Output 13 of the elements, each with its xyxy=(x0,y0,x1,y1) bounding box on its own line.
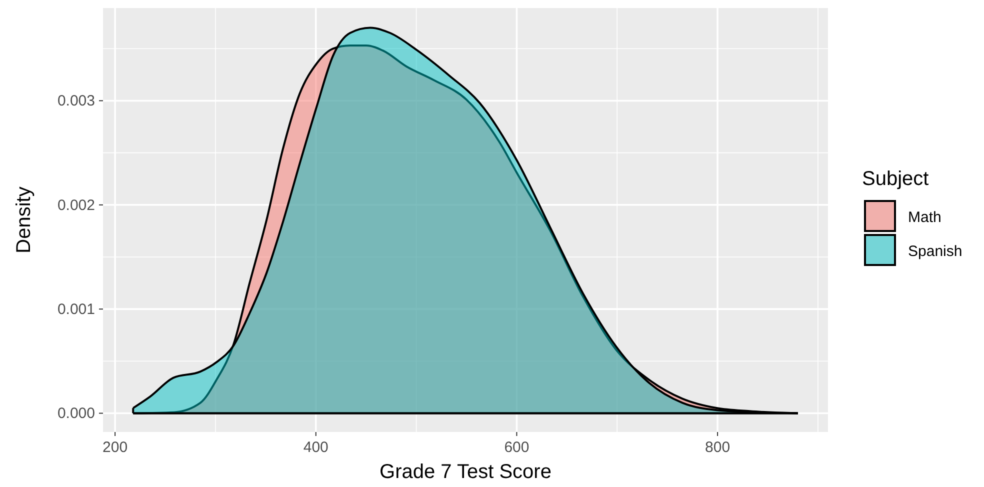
x-tick-label: 800 xyxy=(705,439,730,456)
legend-title: Subject xyxy=(862,168,930,190)
y-tick-label: 0.001 xyxy=(57,301,95,318)
legend-label: Spanish xyxy=(908,243,962,260)
x-tick-label: 600 xyxy=(504,439,530,456)
y-tick-label: 0.000 xyxy=(57,405,95,422)
legend-label: Math xyxy=(908,209,942,226)
y-axis-title: Density xyxy=(13,186,35,254)
x-tick-label: 200 xyxy=(102,439,128,456)
y-tick-label: 0.002 xyxy=(57,196,95,214)
y-tick-label: 0.003 xyxy=(57,92,95,110)
x-tick-label: 400 xyxy=(303,439,328,456)
x-axis-title: Grade 7 Test Score xyxy=(380,461,552,483)
